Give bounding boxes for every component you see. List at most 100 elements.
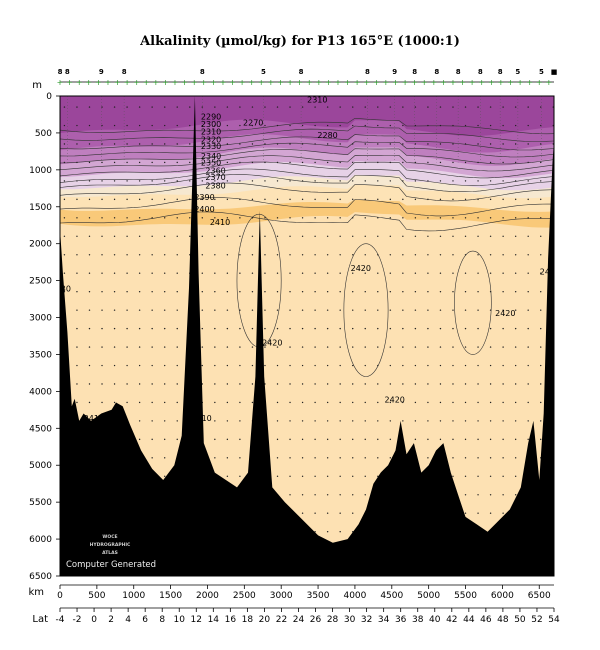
sample-point (126, 290, 128, 293)
sample-point (76, 180, 78, 182)
sample-point (477, 106, 479, 108)
sample-point (452, 290, 454, 293)
sample-point (151, 217, 153, 219)
contour-line (60, 174, 554, 192)
km-tick-label: 2500 (233, 591, 256, 601)
sample-point (113, 327, 116, 330)
sample-point (352, 254, 354, 256)
sample-point (489, 401, 492, 404)
sample-point (427, 143, 429, 145)
sample-point (163, 143, 166, 145)
sample-point (439, 420, 442, 422)
sample-point (88, 161, 91, 164)
contour-label: 242 (540, 268, 555, 277)
sample-point (326, 420, 329, 422)
sample-point (502, 198, 504, 201)
sample-point (377, 180, 379, 182)
sample-point (352, 217, 354, 219)
sample-point (489, 124, 492, 127)
depth-tick-label: 5000 (29, 461, 52, 471)
sample-point (352, 346, 354, 348)
sample-point (138, 346, 141, 348)
sample-point (477, 401, 479, 404)
sample-point (314, 530, 316, 533)
station-marker: + (95, 78, 102, 87)
sample-point (389, 457, 392, 459)
sample-point (163, 327, 166, 330)
sample-point (226, 420, 229, 422)
sample-point (251, 272, 254, 274)
sample-point (189, 217, 191, 219)
sample-point (339, 494, 341, 496)
sample-point (427, 290, 429, 293)
sample-point (276, 309, 279, 311)
sample-point (151, 161, 153, 164)
sample-point (326, 383, 329, 385)
sample-point (314, 457, 316, 459)
sample-point (427, 198, 429, 201)
contour-label: 2320 (201, 136, 221, 145)
sample-point (101, 364, 103, 367)
sample-point (514, 143, 517, 145)
sample-point (239, 124, 241, 127)
atlas-logo: WOCE HYDROGRAPHIC ATLAS (90, 534, 131, 556)
sample-point (339, 124, 341, 127)
sample-point (489, 309, 492, 311)
sample-point (264, 290, 266, 293)
sample-point (502, 327, 504, 330)
sample-point (176, 364, 178, 367)
sample-point (251, 180, 254, 182)
sample-point (214, 327, 216, 330)
sample-point (326, 290, 329, 293)
sample-point (452, 457, 454, 459)
sample-point (88, 106, 91, 108)
sample-point (151, 143, 153, 145)
sample-point (514, 106, 517, 108)
sample-point (264, 309, 266, 311)
km-tick-label: 3000 (270, 591, 293, 601)
sample-point (101, 161, 103, 164)
sample-point (176, 346, 178, 348)
sample-point (163, 346, 166, 348)
sample-point (214, 346, 216, 348)
sample-point (326, 530, 329, 533)
sample-point (527, 254, 529, 256)
sample-point (226, 217, 229, 219)
sample-point (389, 309, 392, 311)
sample-point (76, 327, 78, 330)
sample-point (276, 401, 279, 404)
sample-point (289, 235, 291, 238)
sample-point (389, 106, 392, 108)
sample-point (138, 124, 141, 127)
contour-label: 2410 (210, 218, 230, 227)
sample-point (489, 327, 492, 330)
sample-point (540, 272, 542, 274)
sample-point (527, 420, 529, 422)
sample-point (377, 106, 379, 108)
sample-point (176, 180, 178, 182)
sample-point (489, 420, 492, 422)
sample-point (364, 161, 366, 164)
sample-point (214, 198, 216, 201)
sample-point (414, 254, 417, 256)
sample-point (301, 290, 304, 293)
sample-point (113, 346, 116, 348)
sample-point (527, 235, 529, 238)
sample-point (439, 106, 442, 108)
station-label: 9 (99, 68, 104, 76)
station-marker: + (268, 78, 275, 87)
sample-point (239, 235, 241, 238)
sample-point (439, 346, 442, 348)
lat-tick-label: 52 (531, 615, 542, 625)
sample-point (314, 512, 316, 514)
sample-point (514, 235, 517, 238)
sample-point (452, 346, 454, 348)
sample-point (226, 198, 229, 201)
sample-point (339, 346, 341, 348)
sample-point (126, 401, 128, 404)
contour-line (60, 155, 554, 172)
sample-point (389, 438, 392, 441)
sample-point (339, 457, 341, 459)
km-tick-label: 4500 (380, 591, 403, 601)
sample-point (464, 180, 467, 182)
